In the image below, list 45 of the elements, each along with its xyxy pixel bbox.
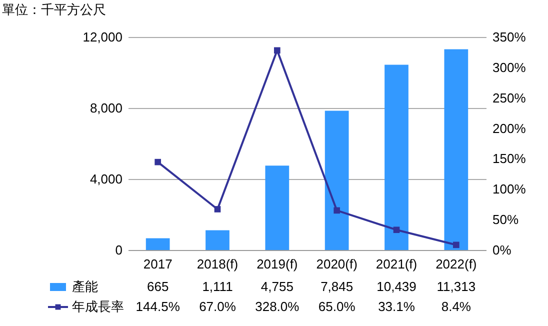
data-label: 144.5% xyxy=(136,299,180,314)
legend-label: 產能 xyxy=(72,279,98,294)
y-tick-label: 4,000 xyxy=(90,172,122,186)
point xyxy=(154,158,161,166)
x-tick-label: 2017 xyxy=(143,256,172,272)
y2-tick-label: 200% xyxy=(492,120,526,136)
point xyxy=(393,226,400,234)
x-tick-label: 2020(f) xyxy=(316,256,358,272)
data-label: 33.1% xyxy=(378,299,416,314)
bar xyxy=(384,64,408,250)
y2-tick-label: 0% xyxy=(492,242,512,258)
y2-tick-label: 350% xyxy=(492,30,526,44)
point xyxy=(453,242,460,248)
bar xyxy=(265,166,290,250)
data-label: 1,111 xyxy=(202,279,233,294)
data-label: 65.0% xyxy=(318,299,356,314)
y-tick-label: 12,000 xyxy=(82,30,122,44)
data-label: 328.0% xyxy=(255,299,300,314)
y2-tick-label: 250% xyxy=(492,90,526,106)
data-label: 67.0% xyxy=(199,299,236,314)
x-tick-label: 2021(f) xyxy=(376,256,418,272)
legend-label: 年成長率 xyxy=(72,299,124,314)
bar xyxy=(324,110,349,250)
bar xyxy=(146,238,170,250)
data-label: 665 xyxy=(146,279,169,294)
bar xyxy=(206,230,230,250)
x-tick-label: 2018(f) xyxy=(196,256,238,272)
y-tick-label: 8,000 xyxy=(90,100,122,116)
y2-tick-label: 300% xyxy=(492,60,526,75)
data-label: 11,313 xyxy=(436,279,476,294)
bar xyxy=(444,49,468,250)
y2-tick-label: 50% xyxy=(492,212,519,228)
data-label: 10,439 xyxy=(376,279,416,294)
y2-tick-label: 100% xyxy=(492,182,526,197)
chart-title: 單位：千平方公尺 xyxy=(2,2,106,17)
y-tick-label: 0 xyxy=(115,242,122,258)
point xyxy=(334,207,340,214)
point xyxy=(214,206,221,212)
y2-tick-label: 150% xyxy=(492,151,526,166)
data-label: 8.4% xyxy=(441,299,472,314)
point xyxy=(274,47,280,54)
data-label: 7,845 xyxy=(320,279,354,294)
data-label: 4,755 xyxy=(260,279,294,294)
x-tick-label: 2019(f) xyxy=(256,256,298,272)
x-tick-label: 2022(f) xyxy=(436,256,477,272)
